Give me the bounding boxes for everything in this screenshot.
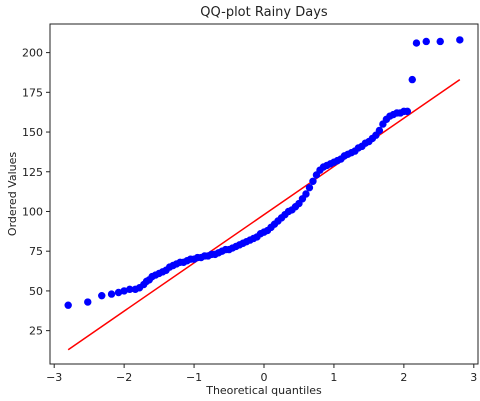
- y-tick-label: 75: [29, 245, 43, 258]
- data-point: [375, 126, 384, 135]
- y-tick-label: 50: [29, 285, 43, 298]
- data-point: [412, 39, 421, 47]
- data-point: [456, 36, 464, 44]
- y-axis-ticks: 25 50 75 100 125 150 175 200: [22, 47, 50, 338]
- y-tick-label: 200: [22, 47, 43, 60]
- data-point: [98, 291, 106, 300]
- x-tick-label: −1: [186, 371, 202, 384]
- y-axis-label: Ordered Values: [6, 152, 19, 236]
- data-point: [107, 290, 116, 298]
- chart-title: QQ-plot Rainy Days: [200, 5, 328, 20]
- data-point: [305, 183, 314, 192]
- x-tick-label: −2: [116, 371, 132, 384]
- x-tick-label: −3: [46, 371, 62, 384]
- y-tick-label: 100: [22, 205, 43, 218]
- y-tick-label: 175: [22, 86, 43, 99]
- data-point: [436, 37, 444, 46]
- x-tick-label: 3: [470, 371, 477, 384]
- reference-line: [67, 78, 461, 351]
- data-point: [403, 107, 412, 116]
- plot-area: [49, 23, 479, 365]
- x-tick-label: 1: [330, 371, 337, 384]
- y-tick-label: 25: [29, 325, 43, 338]
- x-tick-label: 2: [400, 371, 407, 384]
- reference-line-group: [67, 78, 461, 351]
- data-points-group: [64, 36, 464, 309]
- x-axis-label: Theoretical quantiles: [205, 384, 322, 397]
- y-tick-label: 125: [22, 166, 43, 179]
- data-point: [422, 37, 430, 46]
- data-point: [408, 75, 416, 84]
- x-tick-label: 0: [261, 371, 268, 384]
- data-point: [84, 298, 92, 306]
- data-point: [64, 301, 72, 309]
- data-point: [309, 177, 317, 185]
- x-axis-ticks: −3 −2 −1 0 1 2 3: [46, 364, 477, 384]
- y-tick-label: 150: [22, 126, 43, 139]
- data-point: [302, 190, 310, 198]
